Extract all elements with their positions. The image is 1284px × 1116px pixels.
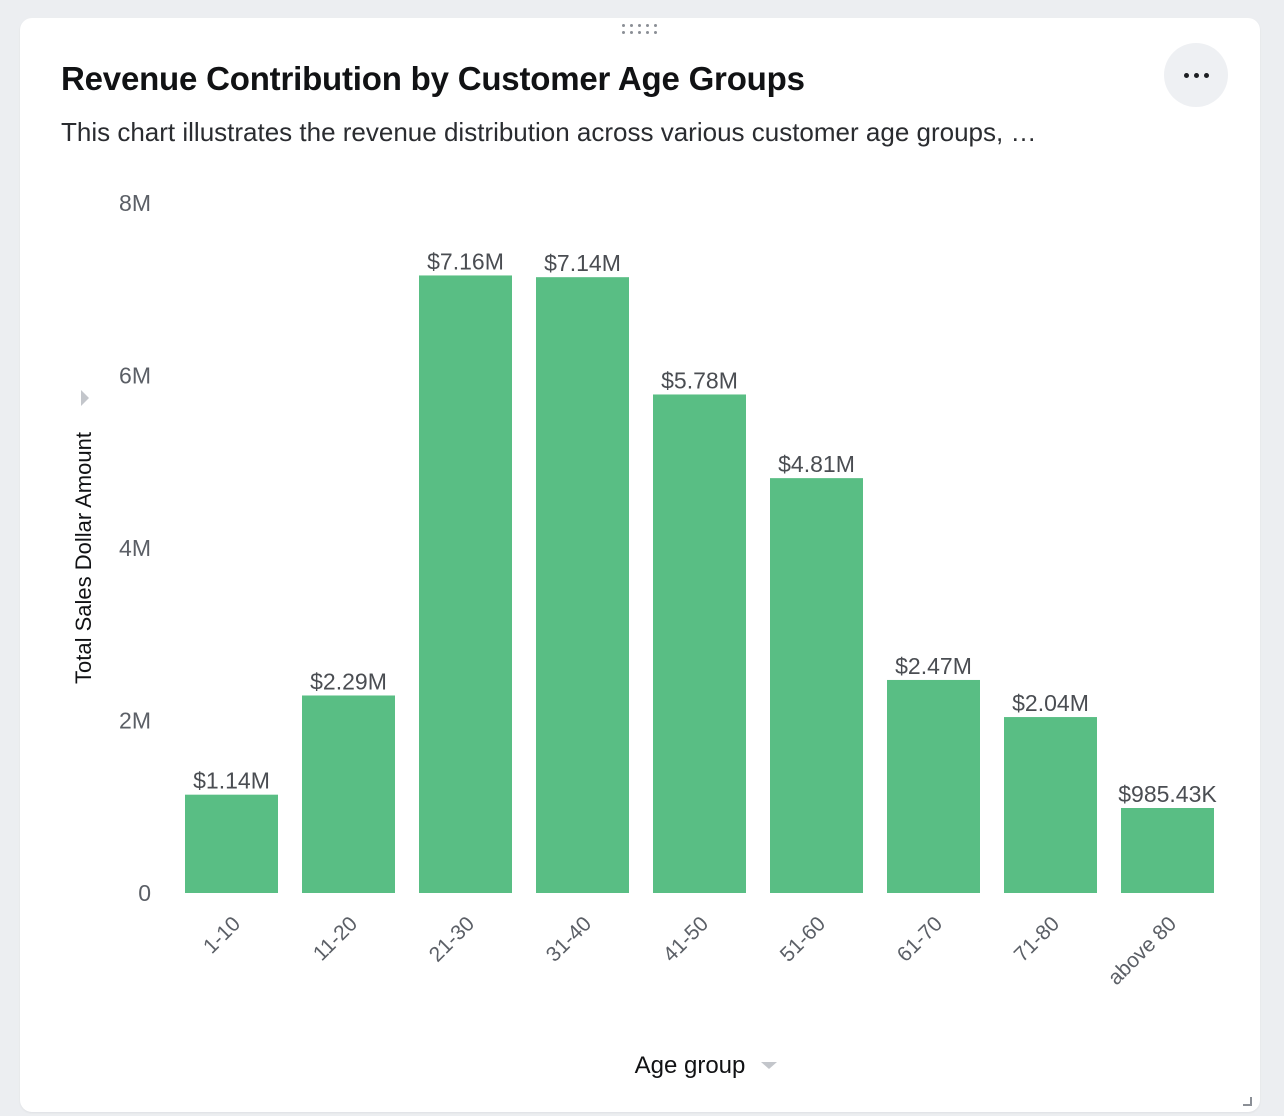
y-tick-label: 0 (138, 880, 151, 906)
y-axis-expand-icon[interactable] (81, 390, 89, 406)
data-label: $2.47M (895, 653, 972, 679)
bar-chart: 0 2M 4M 6M 8M $1.14M $2.29M $7.16M $7.14M $5.78M… (71, 190, 1217, 1079)
x-tick-label: 31-40 (542, 912, 596, 966)
data-label: $4.81M (778, 451, 855, 477)
data-label: $2.29M (310, 668, 387, 694)
x-tick-label: 71-80 (1010, 912, 1064, 966)
bar[interactable] (1121, 808, 1214, 893)
y-tick-label: 2M (119, 708, 151, 734)
x-tick-label: 41-50 (659, 912, 713, 966)
x-tick-label: 1-10 (199, 912, 245, 958)
bar[interactable] (1004, 717, 1097, 893)
y-axis-label[interactable]: Total Sales Dollar Amount (71, 432, 96, 684)
data-label: $985.43K (1118, 781, 1217, 807)
bar[interactable] (770, 478, 863, 893)
y-tick-label: 6M (119, 363, 151, 389)
x-tick-label: 21-30 (425, 912, 479, 966)
drag-handle-icon[interactable] (622, 24, 658, 38)
bar[interactable] (536, 277, 629, 893)
chart-card: Revenue Contribution by Customer Age Gro… (20, 18, 1260, 1112)
data-label: $7.14M (544, 250, 621, 276)
bar[interactable] (302, 695, 395, 893)
data-label: $2.04M (1012, 690, 1089, 716)
y-tick-label: 4M (119, 535, 151, 561)
x-axis-dropdown-icon[interactable] (761, 1062, 777, 1069)
resize-corner-icon[interactable] (1242, 1096, 1252, 1106)
more-horizontal-icon (1183, 72, 1189, 78)
chart-title: Revenue Contribution by Customer Age Gro… (61, 60, 805, 97)
bar[interactable] (185, 794, 278, 893)
data-label: $7.16M (427, 248, 504, 274)
bar[interactable] (653, 394, 746, 893)
x-tick-label: 51-60 (776, 912, 830, 966)
x-tick-label: above 80 (1104, 912, 1181, 989)
data-label: $5.78M (661, 367, 738, 393)
bar[interactable] (887, 679, 980, 893)
x-tick-label: 11-20 (309, 912, 362, 965)
x-axis-label[interactable]: Age group (635, 1052, 746, 1079)
x-tick-label: 61-70 (893, 912, 947, 966)
bar[interactable] (419, 275, 512, 893)
more-options-button[interactable] (1164, 43, 1228, 107)
data-label: $1.14M (193, 768, 270, 794)
y-tick-label: 8M (119, 190, 151, 216)
